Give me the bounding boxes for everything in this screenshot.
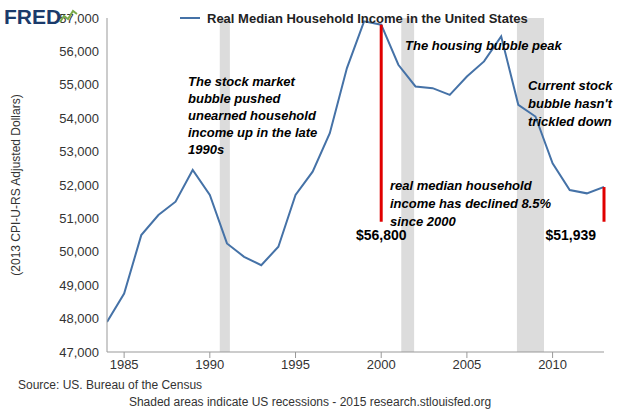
svg-text:48,000: 48,000 <box>59 311 99 326</box>
svg-text:2000: 2000 <box>367 357 396 372</box>
svg-text:53,000: 53,000 <box>59 144 99 159</box>
svg-text:47,000: 47,000 <box>59 345 99 360</box>
svg-text:Source: US. Bureau of the Cens: Source: US. Bureau of the Census <box>18 378 202 392</box>
svg-text:2005: 2005 <box>452 357 481 372</box>
svg-text:52,000: 52,000 <box>59 178 99 193</box>
svg-text:The stock marketbubble pushedu: The stock marketbubble pushedunearned ho… <box>188 74 317 157</box>
svg-text:50,000: 50,000 <box>59 244 99 259</box>
svg-text:55,000: 55,000 <box>59 77 99 92</box>
svg-text:FRED: FRED <box>8 5 61 28</box>
svg-text:57,000: 57,000 <box>59 11 99 26</box>
svg-text:56,000: 56,000 <box>59 44 99 59</box>
svg-text:$56,800: $56,800 <box>356 227 407 243</box>
svg-text:1990: 1990 <box>195 357 224 372</box>
svg-text:51,000: 51,000 <box>59 211 99 226</box>
svg-text:54,000: 54,000 <box>59 111 99 126</box>
svg-text:49,000: 49,000 <box>59 278 99 293</box>
svg-text:The housing bubble peak: The housing bubble peak <box>405 38 563 53</box>
svg-text:1995: 1995 <box>281 357 310 372</box>
svg-text:1985: 1985 <box>110 357 139 372</box>
svg-text:Shaded areas indicate US reces: Shaded areas indicate US recessions - 20… <box>129 395 491 409</box>
svg-text:Current stockbubble hasn'ttric: Current stockbubble hasn'ttrickled down <box>528 78 612 129</box>
svg-text:2010: 2010 <box>538 357 567 372</box>
svg-text:$51,939: $51,939 <box>545 227 596 243</box>
svg-text:Real Median Household Income i: Real Median Household Income in the Unit… <box>207 11 528 26</box>
svg-text:real median householdincome ha: real median householdincome has declined… <box>390 178 552 229</box>
svg-text:(2013 CPI-U-RS Adjusted Dollar: (2013 CPI-U-RS Adjusted Dollars) <box>9 94 23 275</box>
